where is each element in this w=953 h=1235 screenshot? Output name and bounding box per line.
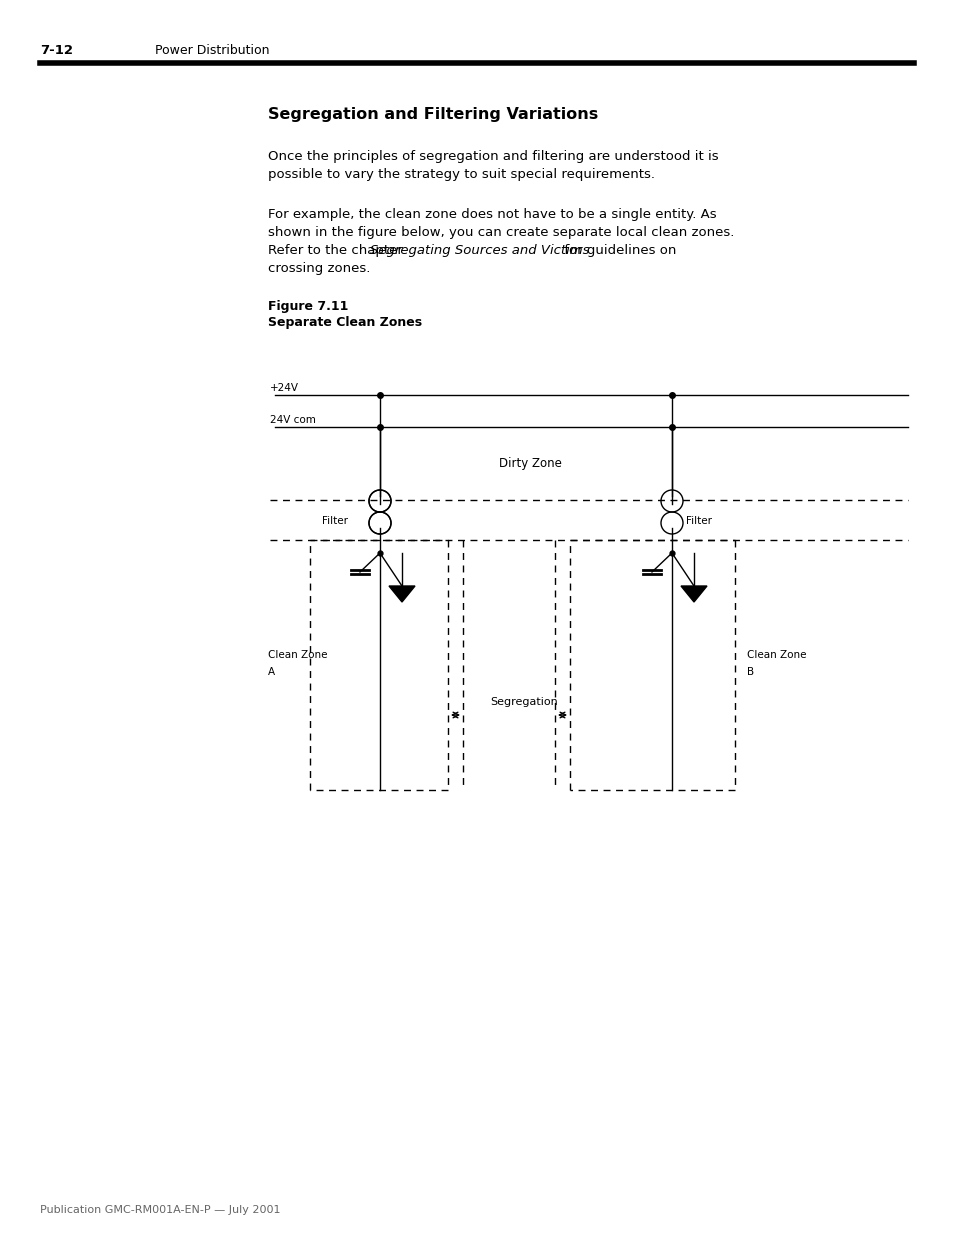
- Text: shown in the figure below, you can create separate local clean zones.: shown in the figure below, you can creat…: [268, 226, 734, 240]
- Text: Filter: Filter: [685, 516, 711, 526]
- Text: Segregating Sources and Victims: Segregating Sources and Victims: [370, 245, 589, 257]
- Text: Publication GMC-RM001A-EN-P — July 2001: Publication GMC-RM001A-EN-P — July 2001: [40, 1205, 280, 1215]
- Text: 7-12: 7-12: [40, 43, 73, 57]
- Text: Dirty Zone: Dirty Zone: [498, 457, 561, 471]
- Polygon shape: [680, 585, 706, 601]
- Text: possible to vary the strategy to suit special requirements.: possible to vary the strategy to suit sp…: [268, 168, 655, 182]
- Text: For example, the clean zone does not have to be a single entity. As: For example, the clean zone does not hav…: [268, 207, 716, 221]
- Text: +24V: +24V: [270, 383, 298, 393]
- Text: Clean Zone: Clean Zone: [268, 650, 327, 659]
- Text: Once the principles of segregation and filtering are understood it is: Once the principles of segregation and f…: [268, 149, 718, 163]
- Text: for guidelines on: for guidelines on: [559, 245, 676, 257]
- Text: B: B: [746, 667, 753, 677]
- Text: Segregation: Segregation: [490, 697, 558, 706]
- Text: crossing zones.: crossing zones.: [268, 262, 370, 275]
- Text: Figure 7.11: Figure 7.11: [268, 300, 348, 312]
- Text: Filter: Filter: [322, 516, 348, 526]
- Text: Segregation and Filtering Variations: Segregation and Filtering Variations: [268, 107, 598, 122]
- Text: 24V com: 24V com: [270, 415, 315, 425]
- Polygon shape: [389, 585, 415, 601]
- Text: Refer to the chapter: Refer to the chapter: [268, 245, 407, 257]
- Text: A: A: [268, 667, 274, 677]
- Text: Clean Zone: Clean Zone: [746, 650, 805, 659]
- Text: Power Distribution: Power Distribution: [154, 43, 269, 57]
- Text: Separate Clean Zones: Separate Clean Zones: [268, 316, 421, 329]
